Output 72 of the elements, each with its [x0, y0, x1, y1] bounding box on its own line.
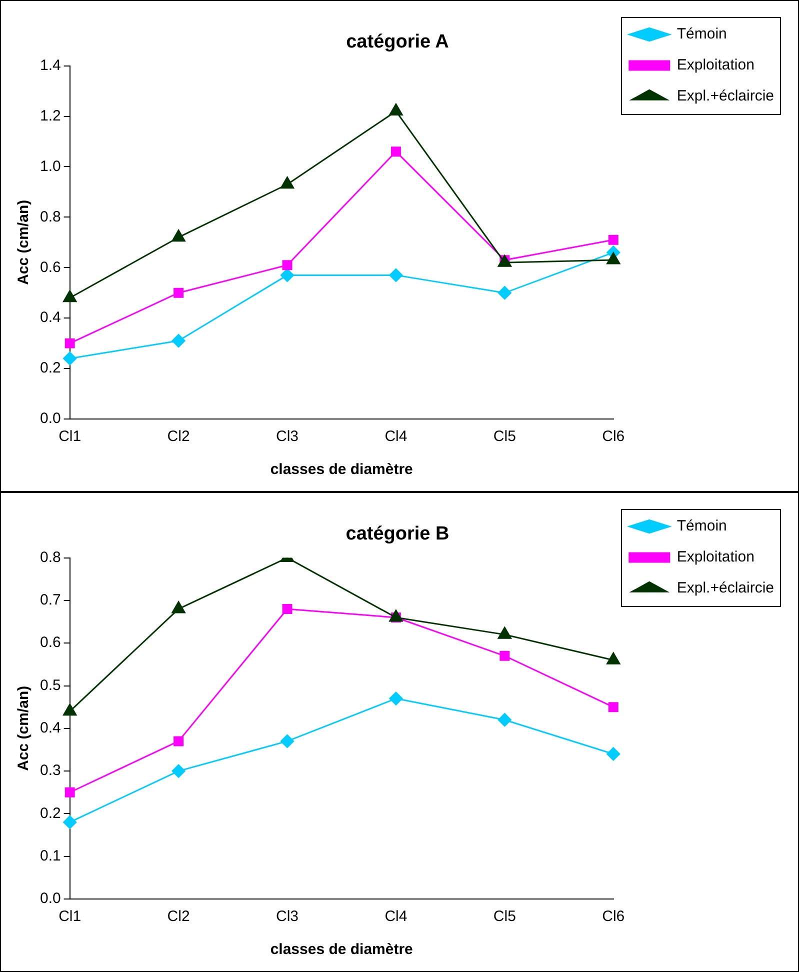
chart-title: catégorie B: [346, 524, 450, 545]
point: [172, 230, 186, 242]
x-tick-label: Cl1: [58, 908, 82, 926]
y-tick-label: 0.4: [40, 720, 61, 737]
legend-label: Témoin: [676, 26, 727, 43]
x-tick-label: Cl5: [493, 908, 516, 926]
y-tick-label: 0.5: [40, 676, 61, 694]
point: [63, 290, 77, 302]
y-tick-label: 0.6: [40, 258, 61, 276]
point: [608, 234, 618, 245]
point: [606, 747, 620, 761]
y-axis-title: Acc (cm/an): [15, 686, 32, 771]
point: [64, 338, 75, 348]
point: [280, 176, 294, 189]
point: [282, 260, 292, 270]
point: [498, 626, 512, 639]
point: [174, 736, 184, 746]
y-tick-label: 0.7: [40, 592, 61, 609]
point: [282, 604, 292, 614]
point: [280, 734, 294, 748]
point: [63, 704, 77, 716]
point: [606, 652, 620, 664]
point: [172, 601, 186, 614]
y-axis-title: Acc (cm/an): [15, 200, 32, 285]
point: [498, 713, 512, 727]
point: [63, 815, 77, 829]
legend-label: Expl.+éclaircie: [676, 580, 774, 597]
legend-label: Expl.+éclaircie: [676, 88, 774, 105]
point: [606, 252, 620, 264]
y-tick-label: 0.2: [40, 360, 61, 377]
y-tick-label: 0.8: [40, 208, 61, 226]
point: [389, 692, 403, 706]
legend-label: Exploitation: [676, 548, 754, 566]
x-tick-label: Cl6: [602, 428, 625, 446]
y-tick-label: 0.0: [40, 410, 61, 428]
point: [172, 334, 186, 348]
y-tick-label: 0.2: [40, 804, 61, 822]
y-tick-label: 0.4: [40, 309, 61, 326]
point: [608, 702, 618, 712]
y-tick-label: 1.0: [40, 158, 61, 175]
point: [174, 288, 184, 298]
x-tick-label: Cl5: [493, 428, 516, 446]
point: [389, 103, 403, 116]
point: [63, 352, 77, 366]
y-tick-label: 0.1: [40, 847, 61, 864]
point: [389, 268, 403, 282]
y-tick-label: 0.6: [40, 634, 61, 652]
point: [64, 787, 75, 798]
point: [389, 610, 403, 622]
x-tick-label: Cl4: [384, 908, 408, 926]
x-tick-label: Cl3: [276, 908, 299, 926]
point: [498, 286, 512, 300]
x-tick-label: Cl4: [384, 428, 408, 446]
x-tick-label: Cl3: [276, 428, 299, 446]
x-tick-label: Cl2: [167, 908, 190, 926]
y-tick-label: 0.0: [40, 890, 61, 908]
y-tick-label: 1.2: [40, 107, 61, 124]
y-tick-label: 1.4: [40, 56, 61, 74]
x-axis-title: classes de diamètre: [270, 461, 413, 478]
point: [280, 268, 294, 282]
legend-label: Exploitation: [676, 56, 754, 74]
chart-title: catégorie A: [346, 32, 450, 53]
legend-label: Témoin: [676, 518, 727, 535]
x-tick-label: Cl1: [58, 428, 82, 446]
point: [500, 650, 510, 661]
point: [390, 146, 401, 157]
x-axis-title: classes de diamètre: [270, 941, 413, 958]
point: [172, 764, 186, 778]
x-tick-label: Cl6: [602, 908, 625, 926]
y-tick-label: 0.8: [40, 548, 61, 566]
y-tick-label: 0.3: [40, 762, 61, 780]
x-tick-label: Cl2: [167, 428, 190, 446]
